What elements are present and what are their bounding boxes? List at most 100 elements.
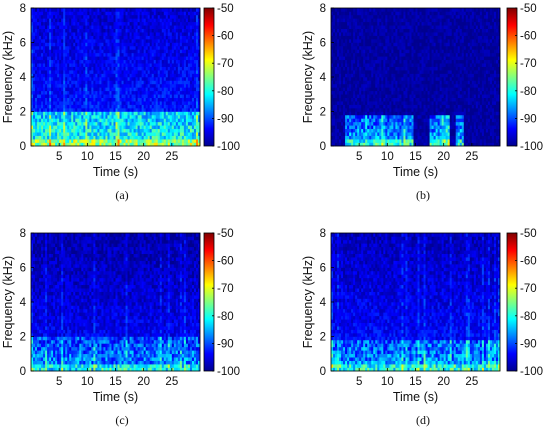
- heatmap-cell: [119, 128, 122, 133]
- heatmap-cell: [161, 8, 165, 12]
- heatmap-cell: [189, 21, 193, 26]
- heatmap-cell: [371, 87, 374, 92]
- heatmap-cell: [179, 125, 183, 130]
- heatmap-cell: [405, 11, 408, 16]
- heatmap-cell: [85, 104, 88, 109]
- heatmap-cell: [339, 87, 342, 92]
- heatmap-cell: [365, 66, 368, 71]
- heatmap-cell: [343, 121, 346, 126]
- heatmap-cell: [133, 63, 136, 67]
- heatmap-cell: [369, 104, 372, 109]
- heatmap-cell: [181, 104, 185, 109]
- heatmap-cell: [393, 111, 396, 116]
- heatmap-cell: [191, 49, 195, 54]
- heatmap-cell: [109, 42, 112, 47]
- heatmap-cell: [337, 73, 340, 78]
- heatmap-cell: [59, 28, 62, 33]
- heatmap-cell: [179, 118, 183, 123]
- heatmap-cell: [169, 142, 173, 147]
- heatmap-cell: [345, 135, 348, 140]
- heatmap-cell: [359, 108, 362, 112]
- heatmap-cell: [339, 135, 342, 140]
- heatmap-cell: [69, 97, 72, 102]
- heatmap-cell: [77, 63, 80, 67]
- heatmap-cell: [113, 35, 116, 40]
- heatmap-cell: [171, 21, 175, 26]
- heatmap-cell: [61, 118, 64, 123]
- heatmap-cell: [109, 97, 112, 102]
- heatmap-cell: [57, 35, 60, 40]
- heatmap-cell: [383, 97, 386, 102]
- heatmap-cell: [159, 118, 163, 123]
- heatmap-cell: [131, 128, 134, 133]
- heatmap-cell: [181, 111, 185, 116]
- heatmap-cell: [365, 139, 368, 143]
- heatmap-cell: [77, 83, 80, 88]
- heatmap-cell: [121, 125, 124, 130]
- heatmap-cell: [65, 139, 68, 143]
- heatmap-cell: [153, 11, 157, 16]
- heatmap-cell: [73, 139, 76, 143]
- heatmap-cell: [31, 118, 34, 123]
- heatmap-cell: [143, 97, 146, 102]
- heatmap-cell: [383, 35, 386, 40]
- heatmap-cell: [177, 42, 181, 47]
- heatmap-cell: [53, 70, 56, 74]
- heatmap-cell: [139, 39, 142, 43]
- heatmap-cell: [339, 118, 342, 123]
- heatmap-cell: [69, 42, 72, 47]
- heatmap-cell: [403, 70, 406, 74]
- heatmap-cell: [379, 87, 382, 92]
- heatmap-cell: [353, 66, 356, 71]
- heatmap-cell: [373, 8, 376, 12]
- heatmap-cell: [85, 139, 88, 143]
- heatmap-cell: [49, 142, 52, 147]
- heatmap-cell: [387, 121, 390, 126]
- heatmap-cell: [361, 139, 364, 143]
- heatmap-cell: [381, 90, 384, 95]
- heatmap-cell: [361, 90, 364, 95]
- heatmap-cell: [355, 8, 358, 12]
- heatmap-cell: [333, 101, 336, 105]
- heatmap-cell: [61, 108, 64, 112]
- heatmap-cell: [387, 132, 390, 136]
- heatmap-cell: [163, 73, 167, 78]
- heatmap-cell: [153, 49, 157, 54]
- heatmap-cell: [355, 35, 358, 40]
- heatmap-cell: [51, 125, 54, 130]
- heatmap-cell: [171, 70, 175, 74]
- heatmap-cell: [85, 121, 88, 126]
- heatmap-cell: [373, 66, 376, 71]
- heatmap-cell: [147, 73, 150, 78]
- heatmap-cell: [43, 25, 46, 29]
- heatmap-cell: [371, 66, 374, 71]
- heatmap-cell: [97, 32, 100, 36]
- heatmap-cell: [169, 49, 173, 54]
- heatmap-cell: [63, 59, 66, 64]
- heatmap-cell: [65, 132, 68, 136]
- heatmap-cell: [381, 39, 384, 43]
- heatmap-cell: [63, 87, 66, 92]
- heatmap-cell: [377, 39, 380, 43]
- heatmap-cell: [167, 118, 171, 123]
- heatmap-cell: [187, 114, 191, 119]
- heatmap-cell: [109, 87, 112, 92]
- heatmap-cell: [395, 49, 398, 54]
- heatmap-cell: [173, 128, 177, 133]
- heatmap-cell: [165, 104, 169, 109]
- heatmap-cell: [333, 14, 336, 19]
- heatmap-cell: [39, 125, 42, 130]
- heatmap-cell: [335, 73, 338, 78]
- heatmap-cell: [73, 11, 76, 16]
- heatmap-cell: [149, 94, 153, 98]
- heatmap-cell: [357, 42, 360, 47]
- heatmap-cell: [121, 8, 124, 12]
- heatmap-cell: [385, 142, 388, 147]
- heatmap-cell: [103, 97, 106, 102]
- heatmap-cell: [183, 21, 187, 26]
- heatmap-cell: [175, 111, 179, 116]
- heatmap-cell: [403, 56, 406, 61]
- heatmap-cell: [181, 97, 185, 102]
- heatmap-cell: [177, 135, 181, 140]
- heatmap-cell: [405, 63, 408, 67]
